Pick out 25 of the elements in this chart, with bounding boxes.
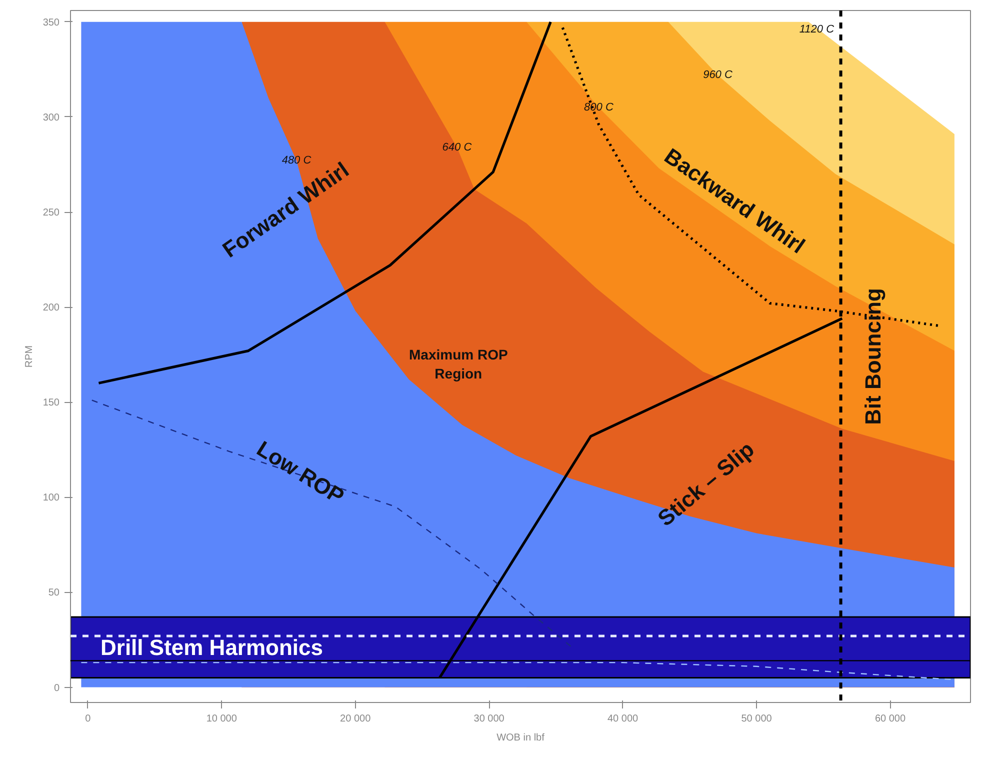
x-tick-label: 20 000 xyxy=(340,714,372,724)
y-tick-label: 200 xyxy=(42,302,60,314)
annotation: 640 C xyxy=(442,141,472,154)
y-tick-label: 50 xyxy=(48,588,60,599)
y-tick-label: 350 xyxy=(42,17,60,28)
band-label: Drill Stem Harmonics xyxy=(100,634,324,660)
x-tick-label: 0 xyxy=(85,714,92,724)
line-series xyxy=(97,20,552,384)
y-tick-label: 250 xyxy=(42,208,60,219)
y-tick-label: 300 xyxy=(42,112,60,124)
y-tick-label: 0 xyxy=(54,682,60,694)
annotation: Low ROP xyxy=(252,436,349,509)
y-tick-label: 100 xyxy=(42,492,60,504)
x-tick-label: 40 000 xyxy=(608,714,639,724)
annotation: 960 C xyxy=(703,69,732,82)
y-axis-title: RPM xyxy=(24,345,35,368)
ref-line-label: Bit Bouncing xyxy=(860,288,886,425)
x-tick-label: 10 000 xyxy=(206,714,238,724)
x-tick-label: 50 000 xyxy=(741,714,772,724)
annotation: 800 C xyxy=(584,101,614,114)
x-tick-label: 30 000 xyxy=(474,714,505,724)
y-tick-label: 150 xyxy=(42,398,60,409)
annotation: Maximum ROP Region xyxy=(409,346,508,382)
x-axis-title: WOB in lbf xyxy=(496,732,545,744)
x-tick-label: 60 000 xyxy=(874,714,906,724)
